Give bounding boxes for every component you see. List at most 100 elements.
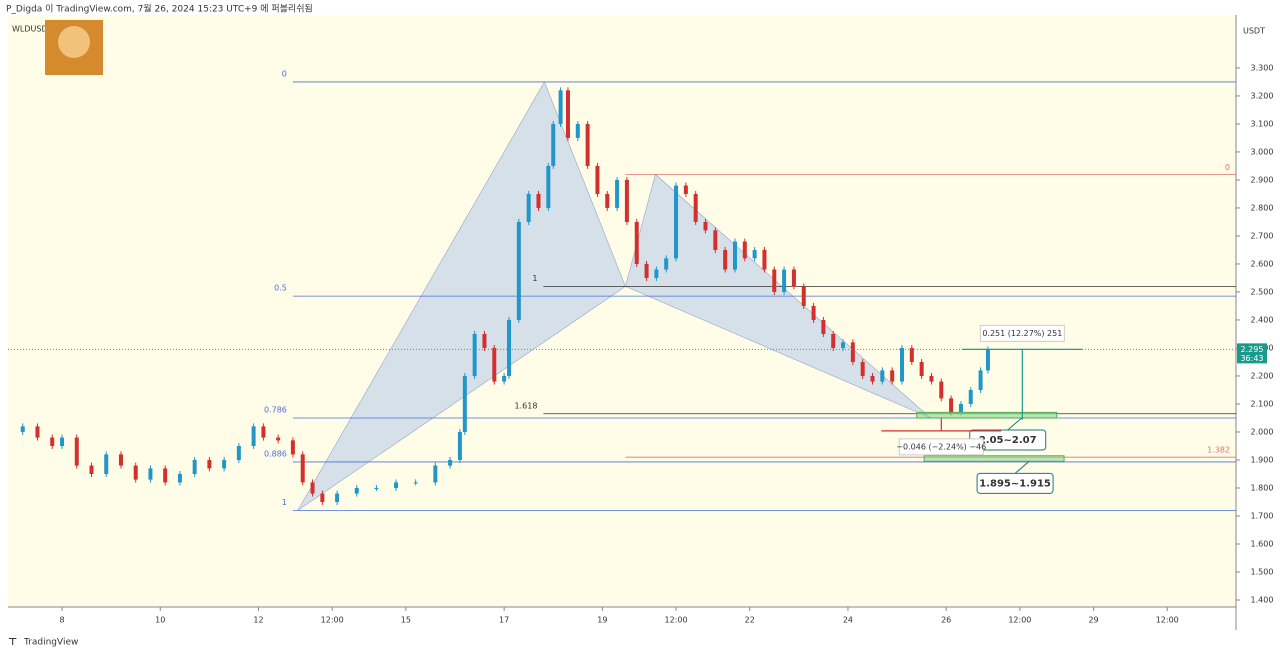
callout-box <box>976 472 1054 494</box>
x-tick-label: 15 <box>401 616 411 625</box>
candle <box>654 269 659 278</box>
candle <box>605 193 610 208</box>
candle <box>354 487 359 494</box>
candle <box>310 482 315 494</box>
x-tick-label: 29 <box>1088 616 1098 625</box>
candle <box>118 454 123 466</box>
candle <box>516 221 521 320</box>
candle <box>35 426 40 438</box>
candle <box>276 437 281 441</box>
candle <box>251 426 256 446</box>
measure-box <box>979 324 1065 342</box>
candle <box>536 193 541 208</box>
candle <box>742 241 747 259</box>
candle <box>526 193 531 222</box>
candle <box>949 398 954 413</box>
avatar-face <box>58 26 90 58</box>
callout-label: 2.05~2.07 <box>979 435 1037 446</box>
candle <box>831 333 836 348</box>
y-tick-label: 2.700 <box>1251 231 1274 240</box>
y-tick-label: 1.800 <box>1251 483 1274 492</box>
candle <box>558 90 563 124</box>
candle <box>207 459 212 469</box>
x-tick-label: 12:00 <box>321 616 344 625</box>
y-tick-label: 1.700 <box>1251 511 1274 520</box>
candle <box>811 305 816 320</box>
candle <box>148 468 153 480</box>
x-tick-label: 12:00 <box>1008 616 1031 625</box>
candle <box>909 347 914 362</box>
candle <box>801 286 806 306</box>
candle <box>565 90 570 138</box>
candle <box>732 241 737 270</box>
x-tick-label: 22 <box>745 616 755 625</box>
x-tick-label: 8 <box>59 616 64 625</box>
level-label: 1 <box>282 498 287 507</box>
candle <box>74 437 79 466</box>
y-tick-label: 2.900 <box>1251 175 1274 184</box>
candle <box>634 221 639 264</box>
measure-label: −0.046 (−2.24%) −46 <box>896 442 986 451</box>
candle <box>236 445 241 460</box>
candle <box>624 179 629 222</box>
x-tick-label: 10 <box>155 616 165 625</box>
candle <box>713 230 718 250</box>
candle <box>374 487 379 489</box>
candle <box>890 370 895 382</box>
candle <box>821 319 826 334</box>
candle <box>683 185 688 194</box>
candle <box>492 347 497 382</box>
currency: USDT <box>1243 27 1265 36</box>
candle <box>841 342 846 348</box>
candle <box>664 258 669 270</box>
candle <box>261 426 266 438</box>
x-tick-label: 24 <box>843 616 853 625</box>
last-price: 2.295 <box>1241 345 1264 354</box>
y-tick-label: 2.100 <box>1251 399 1274 408</box>
footer: TradingView <box>23 638 78 648</box>
x-tick-label: 12:00 <box>1156 616 1179 625</box>
candle <box>985 349 990 371</box>
y-tick-label: 1.500 <box>1251 567 1274 576</box>
level-label: 0 <box>1225 163 1230 172</box>
logo: ⊤ <box>8 637 17 648</box>
candle <box>782 269 787 292</box>
level-label: 0 <box>282 69 287 78</box>
candle <box>20 426 25 432</box>
y-tick-label: 3.000 <box>1251 147 1274 156</box>
candle <box>693 193 698 222</box>
plot-area <box>8 15 1236 607</box>
measure-box <box>898 438 984 456</box>
candle <box>320 493 325 502</box>
callout-label: 1.895~1.915 <box>979 478 1051 489</box>
measure-label: 0.251 (12.27%) 251 <box>982 329 1062 338</box>
candle <box>448 459 453 466</box>
level-label: 1.382 <box>1207 446 1230 455</box>
symbol: WLDUSDT <box>12 25 53 34</box>
x-tick-label: 12 <box>253 616 263 625</box>
candle <box>860 361 865 376</box>
candle <box>300 454 305 483</box>
y-tick-label: 2.800 <box>1251 203 1274 212</box>
y-tick-label: 3.100 <box>1251 119 1274 128</box>
level-label: 1 <box>532 274 537 283</box>
candle <box>163 468 168 483</box>
candle <box>939 381 944 399</box>
y-tick-label: 2.500 <box>1251 287 1274 296</box>
candle <box>723 249 728 270</box>
candle <box>575 123 580 138</box>
zone <box>923 455 1065 462</box>
candle <box>60 437 65 446</box>
candle <box>433 465 438 483</box>
candle <box>615 179 620 208</box>
countdown: 36:43 <box>1240 354 1263 363</box>
candle <box>50 437 55 446</box>
candle <box>551 123 556 166</box>
x-tick-label: 12:00 <box>665 616 688 625</box>
candle <box>482 333 487 348</box>
y-tick-label: 2.400 <box>1251 315 1274 324</box>
candle <box>762 249 767 270</box>
x-tick-label: 17 <box>499 616 509 625</box>
